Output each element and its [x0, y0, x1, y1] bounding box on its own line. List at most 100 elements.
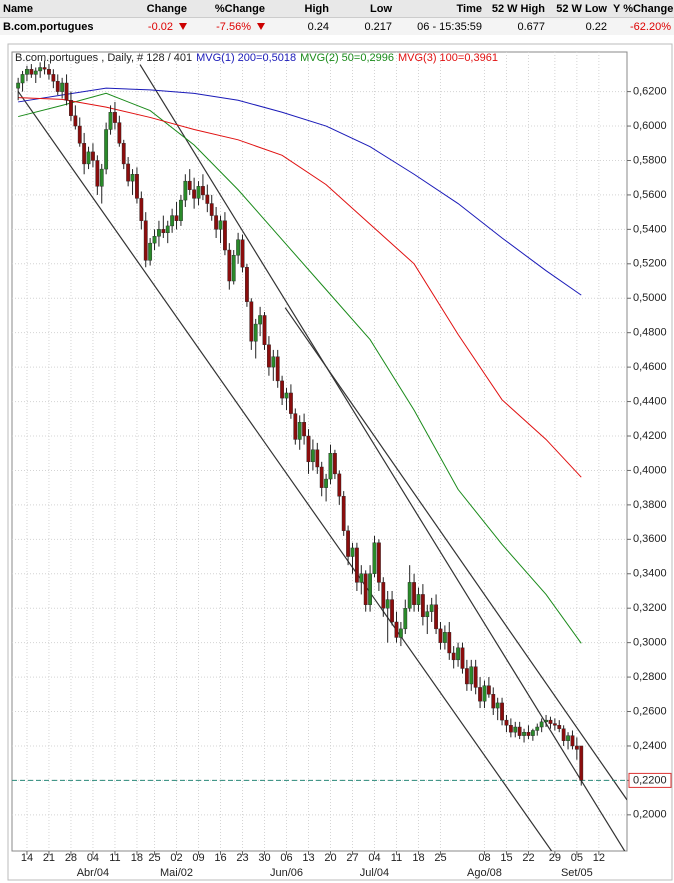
candle-body [522, 731, 526, 736]
month-label: Jun/06 [270, 867, 303, 879]
candle-body [337, 473, 342, 497]
y-tick-label: 0,5000 [633, 292, 667, 304]
header-row: Name Change %Change High Low Time 52 W H… [0, 0, 674, 18]
col-header: %Change [190, 0, 268, 18]
candle-body [201, 186, 205, 196]
candle-body [245, 267, 249, 302]
candle-body [73, 115, 78, 127]
candle-body [152, 236, 157, 244]
x-tick-label: 12 [593, 852, 605, 864]
col-header: 52 W Low [548, 0, 610, 18]
y-tick-label: 0,4200 [633, 430, 667, 442]
candle-body [165, 225, 170, 234]
x-tick-label: 14 [21, 852, 33, 864]
candle-body [526, 731, 531, 736]
candle-body [227, 249, 232, 282]
candle-body [376, 542, 381, 583]
y-tick-label: 0,3000 [633, 637, 667, 649]
cell: -62.20% [610, 17, 674, 35]
candle-body [42, 67, 47, 70]
candle-body [354, 547, 359, 583]
candle-body [341, 496, 346, 531]
col-header: Change [125, 0, 190, 18]
y-tick-label: 0,4400 [633, 395, 667, 407]
x-tick-label: 28 [65, 852, 77, 864]
down-arrow [179, 23, 187, 31]
candle-body [394, 621, 399, 638]
high-52w: 0.677 [517, 20, 545, 33]
candle-body [258, 315, 263, 325]
candle-body [535, 726, 540, 731]
legend-entry: MVG(1) 200=0,5018 [196, 52, 296, 64]
candle-body [350, 547, 355, 557]
candle-body [179, 199, 183, 221]
y-tick-label: 0,4800 [633, 327, 667, 339]
candle-body [271, 356, 276, 368]
candle-body [20, 74, 25, 84]
candle-body [508, 725, 513, 733]
candle-body [130, 174, 135, 182]
candle-body [249, 301, 254, 342]
candle-body [170, 215, 175, 227]
month-label: Ago/08 [467, 867, 502, 879]
quote-table: Name Change %Change High Low Time 52 W H… [0, 0, 674, 35]
candle-body [429, 604, 434, 612]
candle-body [192, 189, 197, 199]
x-tick-label: 20 [324, 852, 336, 864]
col-header: Time [395, 0, 485, 18]
candle-body [513, 726, 518, 733]
pct-change: -7.56% [216, 20, 251, 33]
name: B.com.portugues [3, 20, 94, 33]
candle-body [297, 422, 302, 440]
x-tick-label: 09 [192, 852, 204, 864]
x-tick-label: 25 [148, 852, 160, 864]
candle-body [289, 392, 293, 414]
moving-average [18, 92, 582, 644]
candle-body [275, 356, 280, 382]
y-tick-label: 0,3800 [633, 499, 667, 511]
candle-body [412, 582, 416, 605]
candle-body [456, 647, 460, 661]
candle-body [544, 719, 548, 723]
x-tick-label: 11 [391, 852, 402, 864]
x-tick-label: 02 [170, 852, 182, 864]
candle-body [126, 163, 131, 182]
x-tick-label: 11 [109, 852, 120, 864]
x-tick-label: 29 [549, 852, 561, 864]
cell: 0.677 [485, 17, 548, 35]
x-tick-label: 15 [500, 852, 512, 864]
candle-body [161, 229, 166, 234]
trendline [17, 91, 553, 851]
x-tick-label: 27 [346, 852, 358, 864]
candle-body [284, 392, 289, 399]
cell: -0.02 [125, 17, 190, 35]
candle-body [95, 160, 100, 187]
y-tick-label: 0,5200 [633, 258, 667, 270]
month-label: Mai/02 [160, 867, 193, 879]
candle-body [557, 725, 562, 729]
candle-body [240, 239, 245, 268]
low: 0.217 [364, 20, 392, 33]
chart-title-line: B.com.portugues , Daily, # 128 / 401 MVG(… [15, 52, 498, 64]
candle-body [548, 719, 553, 724]
x-tick-label: 13 [302, 852, 314, 864]
cell: 0.22 [548, 17, 610, 35]
x-tick-label: 22 [522, 852, 534, 864]
candle-body [236, 239, 241, 256]
candle-body [447, 632, 452, 654]
y-tick-label: 0,6200 [633, 86, 667, 98]
candle-body [469, 666, 474, 685]
candle-body [82, 143, 87, 165]
y-tick-label: 0,5800 [633, 154, 667, 166]
candle-body [231, 254, 236, 282]
moving-average [18, 97, 582, 478]
candle-body [306, 435, 311, 463]
candle-body [51, 74, 56, 82]
candle-body [113, 112, 117, 123]
candle-body [324, 478, 328, 488]
x-tick-label: 08 [478, 852, 490, 864]
last-price-box [628, 772, 672, 788]
candle-body [574, 745, 579, 750]
x-tick-label: 18 [131, 852, 143, 864]
